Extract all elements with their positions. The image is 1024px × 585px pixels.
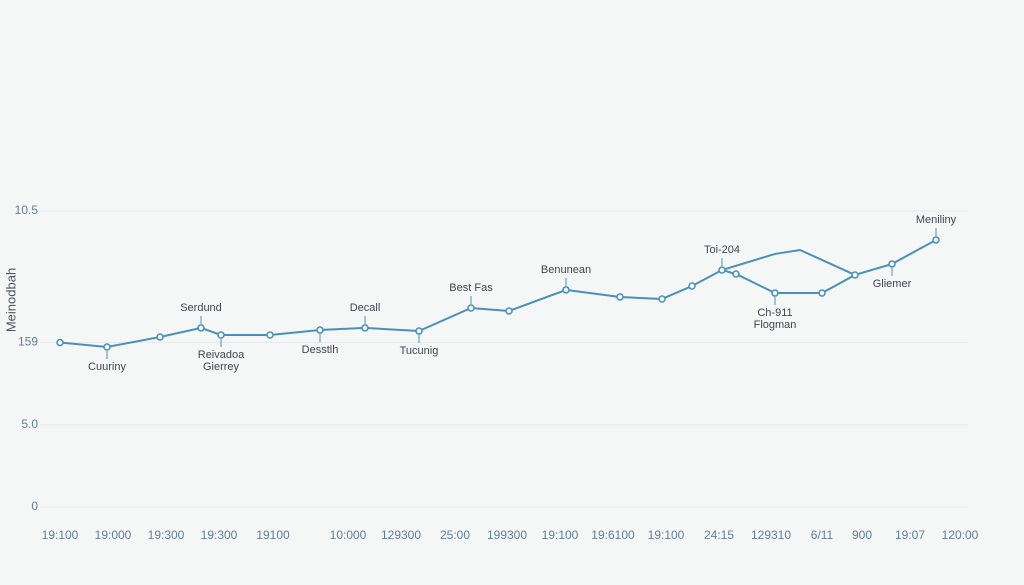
annotation: Benunean: [541, 264, 591, 276]
annotation: Flogman: [754, 319, 797, 331]
x-tick-label: 19:100: [42, 528, 79, 542]
x-tick-label: 19:300: [201, 528, 238, 542]
y-tick-label: 159: [18, 335, 38, 349]
y-tick-label: 0: [31, 499, 38, 513]
x-tick-label: 19:100: [648, 528, 685, 542]
point: [616, 293, 624, 301]
point: [932, 236, 940, 244]
point: [156, 333, 164, 341]
point: [197, 324, 205, 332]
point: [505, 307, 513, 315]
point: [217, 331, 225, 339]
point: [562, 286, 570, 294]
x-tick-label: 19:6100: [591, 528, 635, 542]
annotation: Best Fas: [449, 282, 493, 294]
x-tick-label: 6/11: [811, 528, 834, 542]
annotation: Reivadoa: [198, 349, 245, 361]
point: [771, 289, 779, 297]
annotation: Decall: [350, 302, 381, 314]
x-tick-label: 19100: [256, 528, 290, 542]
x-tick-label: 24:15: [704, 528, 734, 542]
x-tick-label: 19:100: [542, 528, 579, 542]
annotation: Meniliny: [916, 214, 957, 226]
point: [818, 289, 826, 297]
point: [851, 271, 859, 279]
x-tick-label: 129300: [381, 528, 421, 542]
point: [658, 295, 666, 303]
point: [415, 327, 423, 335]
annotation: Gierrey: [203, 361, 240, 373]
point: [316, 326, 324, 334]
point: [718, 266, 726, 274]
point: [688, 282, 696, 290]
x-tick-label: 10:000: [330, 528, 367, 542]
y-tick-label: 10.5: [15, 203, 39, 217]
x-tick-label: 900: [852, 528, 872, 542]
point: [888, 260, 896, 268]
annotation: Gliemer: [873, 278, 912, 290]
annotation: Ch-911: [757, 307, 792, 319]
x-tick-label: 120:00: [942, 528, 979, 542]
point: [56, 338, 64, 347]
point: [361, 324, 369, 332]
x-tick-label: 19:300: [148, 528, 185, 542]
y-axis-label: Meinodbah: [3, 268, 18, 332]
x-tick-label: 19:000: [95, 528, 132, 542]
annotation: Tucunig: [400, 345, 439, 357]
point: [266, 331, 274, 339]
annotation: Serdund: [180, 302, 222, 314]
annotation: Desstlh: [302, 344, 339, 356]
annotation: Cuuriny: [88, 361, 126, 373]
x-tick-label: 19:07: [895, 528, 925, 542]
y-tick-label: 5.0: [21, 417, 38, 431]
line: [59, 239, 937, 349]
x-tick-label: 129310: [751, 528, 791, 542]
point: [732, 270, 740, 278]
x-tick-label: 25:00: [440, 528, 470, 542]
x-tick-label: 199300: [487, 528, 527, 542]
line: [721, 248, 856, 276]
point: [467, 304, 475, 312]
annotation: Toi-204: [704, 244, 740, 256]
point: [103, 343, 111, 351]
